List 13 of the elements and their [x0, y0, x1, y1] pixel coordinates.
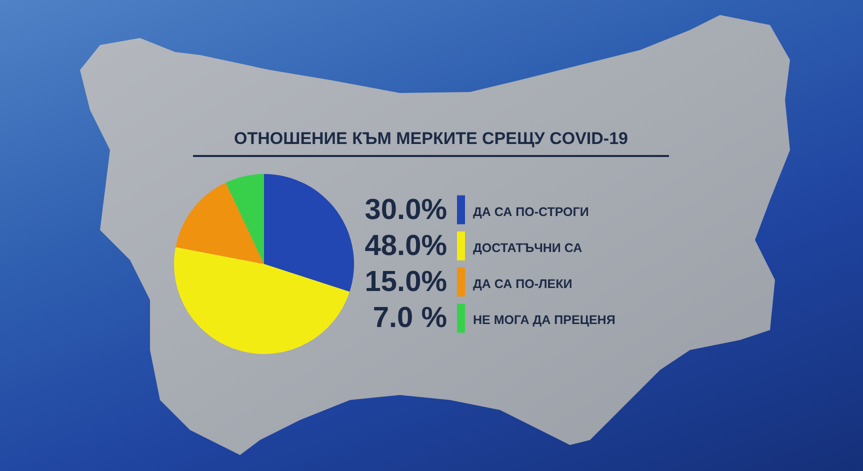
- pie-slice: [174, 247, 350, 354]
- pie-slice: [264, 174, 354, 292]
- legend-label: ДОСТАТЪЧНИ СА: [473, 240, 582, 255]
- legend-label: НЕ МОГА ДА ПРЕЦЕНЯ: [473, 313, 616, 328]
- pie-slice: [176, 182, 264, 264]
- chart-title: ОТНОШЕНИЕ КЪМ МЕРКИТЕ СРЕЩУ COVID-19: [234, 129, 628, 148]
- legend-label: ДА СА ПО-ЛЕКИ: [473, 277, 572, 292]
- data-label: 7.0 %: [372, 302, 448, 334]
- data-label: 30.0%: [364, 194, 448, 226]
- pie-slice: [226, 174, 264, 264]
- legend-label: ДА СА ПО-СТРОГИ: [473, 204, 589, 219]
- data-label: 15.0%: [364, 266, 448, 298]
- data-label: 48.0%: [364, 230, 448, 262]
